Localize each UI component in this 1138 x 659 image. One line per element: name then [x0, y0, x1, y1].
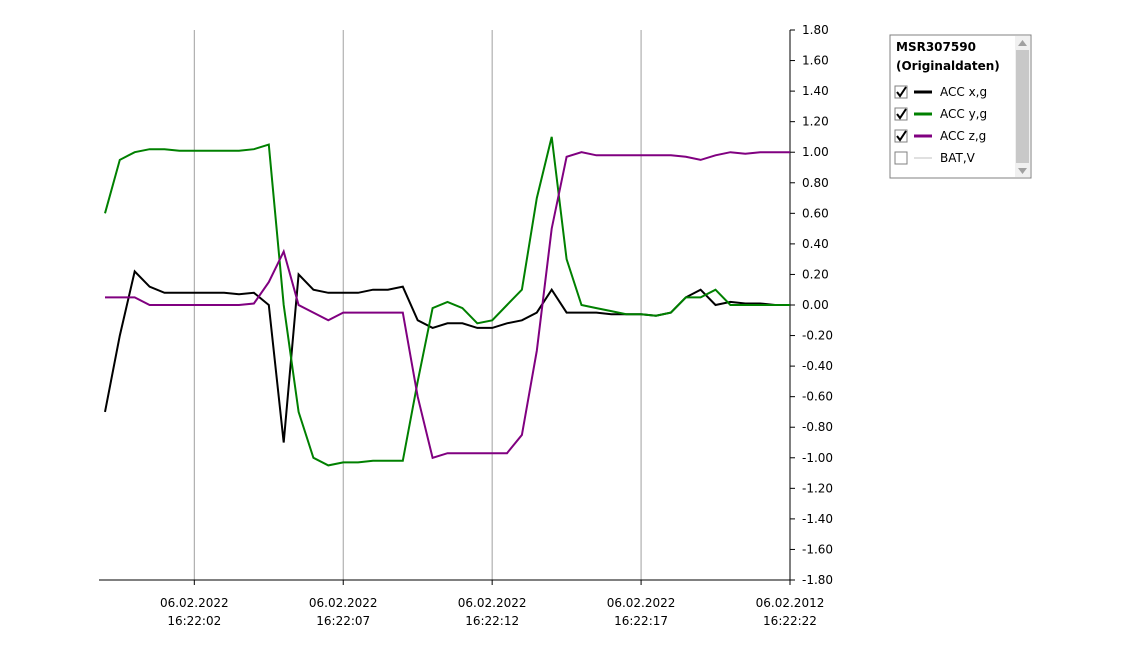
y-tick-label: 1.40 [802, 84, 829, 98]
legend-check [896, 86, 907, 98]
scroll-down[interactable] [1018, 168, 1027, 174]
y-tick-label: -1.00 [802, 451, 833, 465]
x-tick-label: 16:22:12 [465, 614, 519, 628]
y-tick-label: 1.20 [802, 115, 829, 129]
x-tick-label: 06.02.2012 [756, 596, 825, 610]
y-tick-label: 1.00 [802, 145, 829, 159]
legend-title: (Originaldaten) [896, 59, 1000, 73]
legend-label: ACC x,g [940, 85, 987, 99]
legend: MSR307590 (Originaldaten) ACC x,g ACC y,g… [889, 34, 1032, 179]
y-tick-label: 0.60 [802, 206, 829, 220]
y-tick-label: -1.20 [802, 481, 833, 495]
legend-checkbox[interactable] [894, 151, 908, 165]
y-tick-label: 0.20 [802, 267, 829, 281]
legend-label: BAT,V [940, 151, 976, 165]
y-tick-label: 1.60 [802, 54, 829, 68]
x-tick-label: 06.02.2022 [607, 596, 676, 610]
legend-box [889, 34, 1032, 179]
y-tick-label: 0.40 [802, 237, 829, 251]
legend-title: MSR307590 [896, 40, 976, 54]
x-tick-label: 16:22:07 [316, 614, 370, 628]
y-tick-label: -0.20 [802, 329, 833, 343]
y-tick-label: -0.80 [802, 420, 833, 434]
y-tick-label: -1.80 [802, 573, 833, 587]
y-tick-label: 0.00 [802, 298, 829, 312]
x-tick-label: 06.02.2022 [160, 596, 229, 610]
x-tick-label: 16:22:22 [763, 614, 817, 628]
legend-label: ACC z,g [940, 129, 986, 143]
x-tick-label: 16:22:17 [614, 614, 668, 628]
y-tick-label: 1.80 [802, 23, 829, 37]
legend-check [896, 108, 907, 120]
scrollbar-thumb[interactable] [1016, 50, 1029, 163]
scroll-up[interactable] [1018, 40, 1027, 46]
x-tick-label: 06.02.2022 [309, 596, 378, 610]
y-tick-label: -0.40 [802, 359, 833, 373]
y-tick-label: 0.80 [802, 176, 829, 190]
legend-label: ACC y,g [940, 107, 987, 121]
x-tick-label: 16:22:02 [167, 614, 221, 628]
y-tick-label: -1.60 [802, 542, 833, 556]
series-line [105, 151, 790, 460]
series-line [104, 136, 790, 467]
x-tick-label: 06.02.2022 [458, 596, 527, 610]
y-tick-label: -1.40 [802, 512, 833, 526]
y-tick-label: -0.60 [802, 390, 833, 404]
legend-check [896, 130, 907, 142]
